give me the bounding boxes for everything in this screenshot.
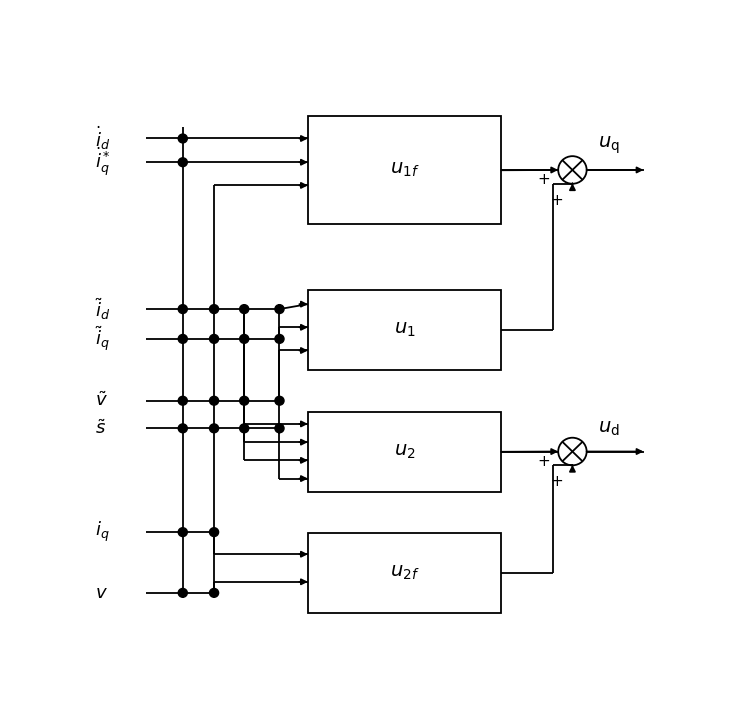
Circle shape xyxy=(178,589,187,597)
Text: $u_\mathrm{q}$: $u_\mathrm{q}$ xyxy=(598,135,619,156)
Circle shape xyxy=(178,528,187,536)
Text: $u_{1f}$: $u_{1f}$ xyxy=(390,161,419,179)
Text: $u_2$: $u_2$ xyxy=(394,442,415,461)
Text: $\tilde{i}_d$: $\tilde{i}_d$ xyxy=(95,296,110,322)
Circle shape xyxy=(239,424,249,433)
Circle shape xyxy=(178,305,187,313)
Text: $u_{2f}$: $u_{2f}$ xyxy=(390,564,419,582)
Circle shape xyxy=(178,134,187,143)
Text: +: + xyxy=(550,475,563,490)
Circle shape xyxy=(209,397,219,405)
Circle shape xyxy=(209,424,219,433)
FancyBboxPatch shape xyxy=(308,116,501,224)
Circle shape xyxy=(209,334,219,343)
FancyBboxPatch shape xyxy=(308,533,501,613)
Circle shape xyxy=(275,334,284,343)
Circle shape xyxy=(275,424,284,433)
Text: $\tilde{s}$: $\tilde{s}$ xyxy=(95,419,106,437)
Circle shape xyxy=(178,397,187,405)
Circle shape xyxy=(239,305,249,313)
Circle shape xyxy=(209,589,219,597)
Text: +: + xyxy=(537,454,550,469)
Circle shape xyxy=(275,397,284,405)
Text: $\tilde{v}$: $\tilde{v}$ xyxy=(95,391,107,410)
Circle shape xyxy=(178,334,187,343)
Circle shape xyxy=(209,305,219,313)
Circle shape xyxy=(239,397,249,405)
Text: $\dot{i}_d$: $\dot{i}_d$ xyxy=(95,125,110,152)
Circle shape xyxy=(209,528,219,536)
Text: +: + xyxy=(537,172,550,187)
Text: $i_q$: $i_q$ xyxy=(95,520,109,544)
FancyBboxPatch shape xyxy=(308,290,501,371)
FancyBboxPatch shape xyxy=(308,412,501,492)
Circle shape xyxy=(178,158,187,166)
Text: $\dot{i}_q^*$: $\dot{i}_q^*$ xyxy=(95,146,110,179)
Circle shape xyxy=(178,424,187,433)
Text: +: + xyxy=(550,193,563,208)
Text: $u_\mathrm{d}$: $u_\mathrm{d}$ xyxy=(598,419,619,437)
Text: $v$: $v$ xyxy=(95,584,107,602)
Circle shape xyxy=(275,305,284,313)
Text: $\tilde{i}_q$: $\tilde{i}_q$ xyxy=(95,325,109,353)
Text: $u_1$: $u_1$ xyxy=(393,321,415,339)
Circle shape xyxy=(239,334,249,343)
